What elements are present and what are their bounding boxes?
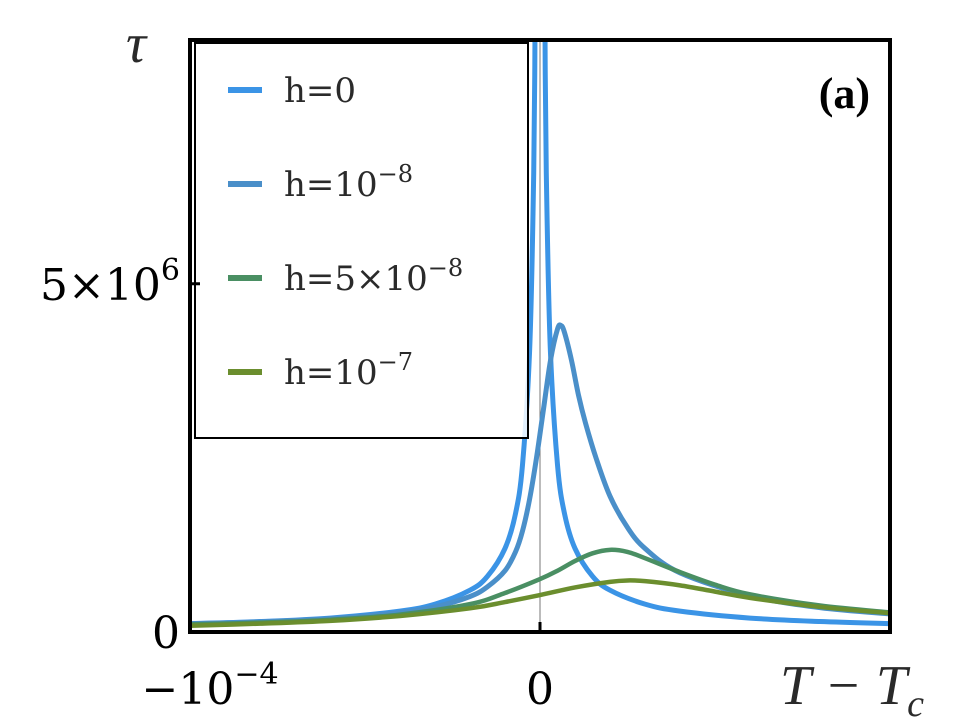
legend-entry-3: h=5×10−8 <box>228 254 463 299</box>
legend-entry-4: h=10−7 <box>228 348 413 393</box>
y-tick-label-1: 0 <box>152 608 180 659</box>
legend-entry-1: h=0 <box>228 71 356 111</box>
x-tick-label-1: −10−4 <box>141 657 278 715</box>
legend-label-3: h=5×10−8 <box>284 254 463 299</box>
legend-entry-2: h=10−8 <box>228 160 413 205</box>
legend-label-4: h=10−7 <box>284 348 413 393</box>
series-layer <box>190 40 890 628</box>
x-tick-label-2: 0 <box>526 664 554 715</box>
x-axis-label: T − Tc <box>780 655 924 720</box>
y-axis-label: τ <box>126 13 148 75</box>
series-line-1 <box>190 40 890 627</box>
series-line-2 <box>190 322 890 627</box>
series-line-4 <box>190 578 890 628</box>
y-tick-label-2: 5×106 <box>40 253 180 311</box>
ticks-layer: −10−4 005×106 <box>40 253 554 715</box>
legend-label-1: h=0 <box>284 71 356 111</box>
legend-label-2: h=10−8 <box>284 160 413 205</box>
legend: h=0 h=10−8 h=5×10−8 h=10−7 <box>194 42 529 439</box>
panel-label: (a) <box>819 69 870 118</box>
